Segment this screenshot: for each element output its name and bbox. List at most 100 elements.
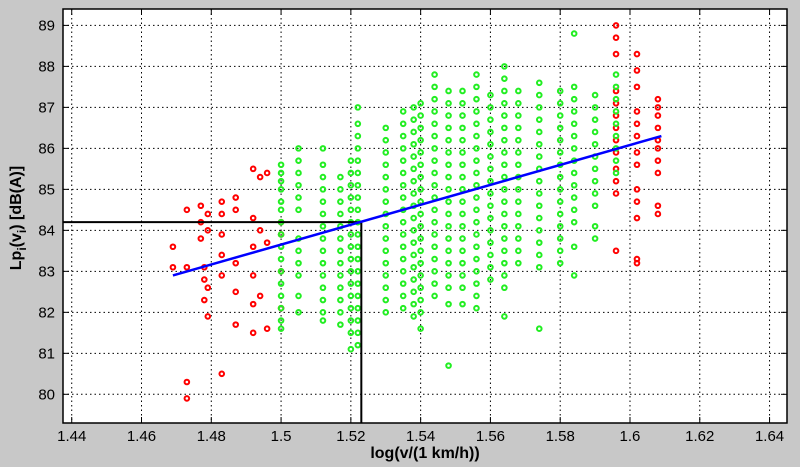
plot-area <box>63 9 787 423</box>
data-point <box>354 194 362 201</box>
data-point <box>347 280 355 287</box>
data-point <box>431 169 438 177</box>
data-point <box>337 259 344 267</box>
data-point <box>473 83 480 91</box>
data-point <box>410 251 417 259</box>
data-point <box>473 71 480 78</box>
data-point <box>382 272 390 279</box>
data-point <box>515 247 522 255</box>
data-point <box>319 272 327 279</box>
data-point <box>487 239 494 246</box>
data-point <box>445 259 452 267</box>
outlier-point <box>249 214 257 222</box>
outlier-point <box>612 34 620 41</box>
data-point <box>354 329 362 337</box>
data-point <box>556 198 564 205</box>
data-point <box>459 173 466 181</box>
data-point <box>347 292 355 300</box>
data-point <box>591 190 599 197</box>
data-point <box>487 140 494 148</box>
outlier-point <box>232 288 240 296</box>
fit-line <box>172 134 662 277</box>
data-point <box>487 276 494 283</box>
data-point <box>459 247 466 255</box>
data-point <box>295 157 302 164</box>
data-point <box>410 128 417 136</box>
data-point <box>570 120 578 128</box>
data-point <box>354 268 362 275</box>
data-point <box>591 222 599 230</box>
data-point <box>410 140 417 148</box>
data-point <box>354 169 362 177</box>
data-point <box>354 132 362 140</box>
data-point <box>473 268 480 275</box>
x-tick-label: 1.58 <box>546 428 575 445</box>
data-point <box>347 231 355 238</box>
data-point <box>612 95 620 103</box>
data-point <box>556 247 564 255</box>
outlier-point <box>218 370 226 378</box>
data-point <box>556 99 564 107</box>
data-point <box>277 268 285 275</box>
x-tick-label: 1.46 <box>127 428 156 445</box>
data-point <box>277 186 285 193</box>
data-point <box>501 173 508 181</box>
data-point <box>515 186 522 193</box>
data-point <box>431 280 438 287</box>
data-point <box>487 153 494 160</box>
data-point <box>382 222 390 230</box>
data-point <box>501 259 508 267</box>
data-point <box>431 132 438 140</box>
outlier-point <box>654 145 662 152</box>
data-point <box>612 157 620 164</box>
data-point <box>459 124 466 132</box>
data-point <box>556 210 564 218</box>
data-point <box>445 247 452 255</box>
data-point <box>399 194 407 201</box>
data-point <box>459 210 466 218</box>
data-point <box>570 169 578 177</box>
data-point <box>535 128 543 136</box>
data-point <box>515 112 522 119</box>
data-point <box>570 272 578 279</box>
data-point <box>591 116 599 123</box>
outlier-point <box>169 263 177 271</box>
data-point <box>417 149 424 156</box>
data-point <box>570 145 578 152</box>
outlier-point <box>633 214 641 222</box>
data-point <box>382 247 390 255</box>
data-point <box>556 173 564 181</box>
data-point <box>612 83 620 91</box>
data-point <box>473 231 480 238</box>
x-tick-label: 1.48 <box>197 428 226 445</box>
data-point <box>591 128 599 136</box>
data-point <box>515 259 522 267</box>
data-point <box>501 210 508 218</box>
outlier-point <box>612 50 620 58</box>
data-point <box>612 108 620 115</box>
outlier-point <box>612 190 620 197</box>
data-point <box>319 145 327 152</box>
data-point <box>277 317 285 324</box>
data-point <box>501 186 508 193</box>
outlier-point <box>633 186 641 193</box>
outlier-point <box>633 198 641 205</box>
data-point <box>459 198 466 205</box>
y-tick-labels: 80 81 82 83 84 85 86 87 88 89 <box>38 17 55 403</box>
data-point <box>337 173 344 181</box>
data-point <box>459 259 466 267</box>
data-point <box>354 206 362 214</box>
data-point <box>347 329 355 337</box>
data-point <box>337 296 344 304</box>
data-point <box>473 194 480 201</box>
data-point <box>535 227 543 234</box>
data-point <box>431 243 438 251</box>
data-point <box>417 136 424 144</box>
axis-ticks <box>63 9 787 423</box>
data-point <box>515 222 522 230</box>
data-point <box>501 124 508 132</box>
data-point <box>337 247 344 255</box>
data-point <box>535 239 543 246</box>
data-point <box>354 341 362 349</box>
outlier-point <box>201 296 208 304</box>
